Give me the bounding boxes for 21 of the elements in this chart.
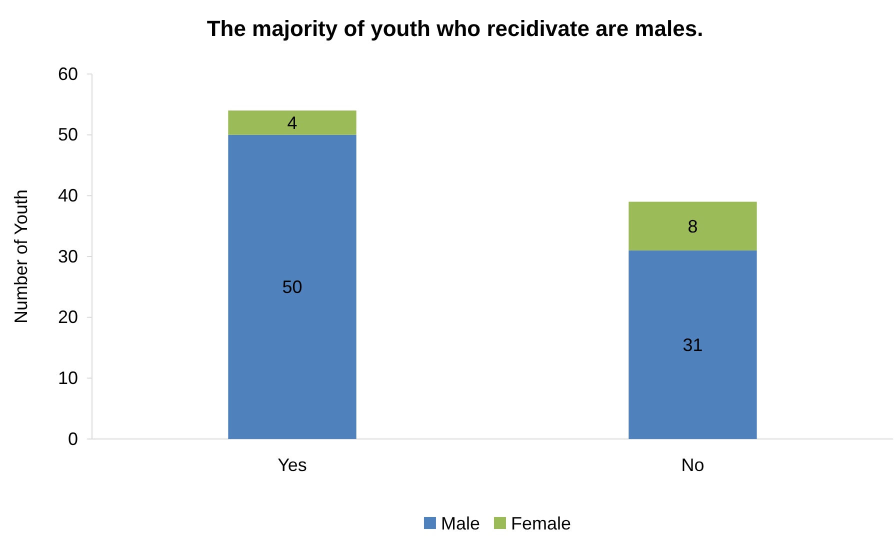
chart-title: The majority of youth who recidivate are males.: [206, 16, 704, 41]
y-tick-label: 10: [58, 368, 78, 388]
y-tick-label: 40: [58, 185, 78, 206]
y-tick-label: 50: [58, 124, 78, 145]
x-tick-label: Yes: [278, 454, 307, 475]
y-tick-label: 60: [58, 64, 78, 84]
y-tick-label: 0: [68, 428, 78, 449]
y-tick-label: 30: [58, 246, 78, 266]
bar: [628, 202, 757, 250]
legend-label: Female: [510, 513, 572, 534]
data-label: 50: [282, 277, 302, 298]
data-label: 31: [682, 335, 703, 356]
legend-label: Male: [440, 513, 480, 534]
data-label: 8: [688, 216, 698, 236]
bar: [228, 134, 356, 439]
y-axis-title: Number of Youth: [11, 189, 31, 324]
x-tick-label: No: [681, 454, 704, 475]
bar: [628, 250, 757, 439]
bar: [228, 110, 356, 135]
data-label: 4: [287, 112, 298, 133]
y-tick-label: 20: [58, 307, 78, 328]
